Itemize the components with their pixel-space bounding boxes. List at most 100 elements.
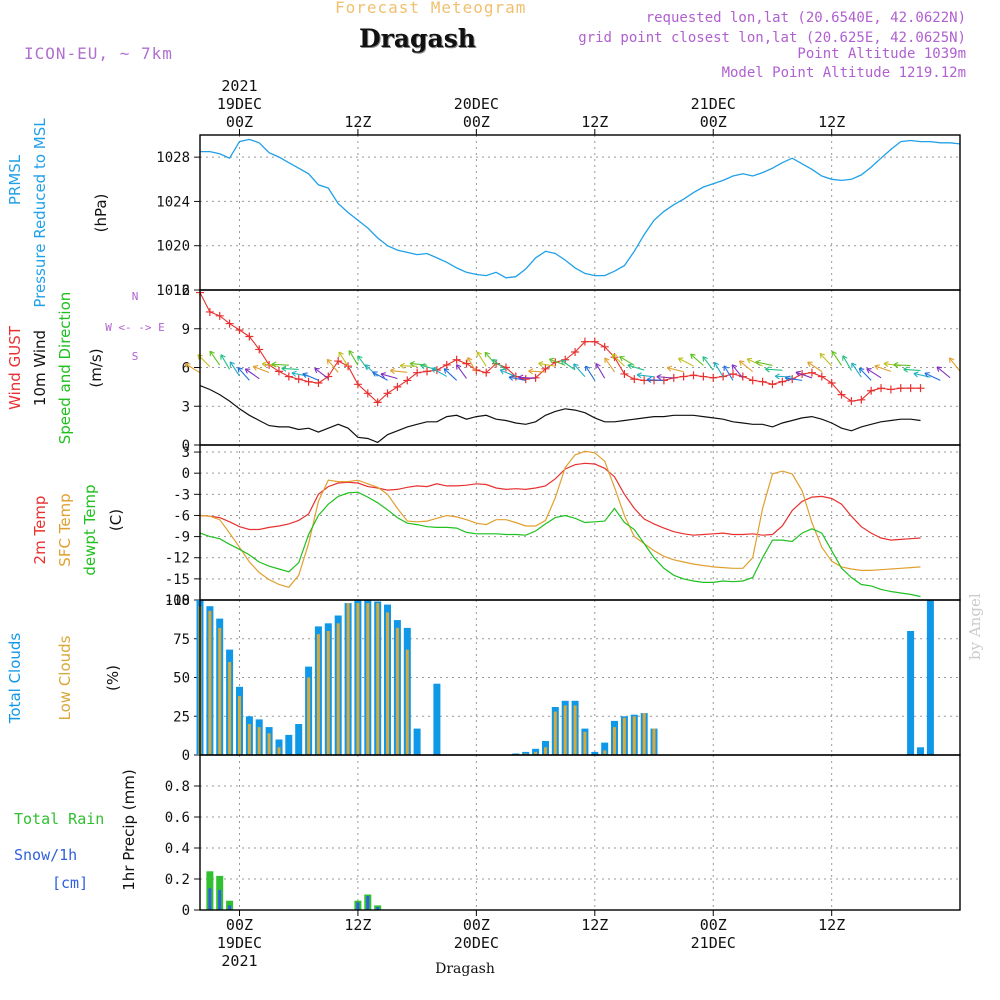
panel-frame-precip xyxy=(199,754,961,911)
wind-arrow xyxy=(949,357,961,372)
gust-marker xyxy=(225,319,234,328)
wind-arrow-head xyxy=(281,365,287,372)
time-label-top: 00Z xyxy=(700,113,727,131)
time-label-top: 21DEC xyxy=(691,95,736,113)
wind-arrow-head xyxy=(357,355,363,361)
bar-snow-1h xyxy=(376,906,380,910)
wind-arrow xyxy=(690,353,704,366)
wind-arrow xyxy=(866,368,882,379)
y-tick-label: 0 xyxy=(182,903,190,919)
gust-marker xyxy=(857,395,866,404)
wind-arrow-head xyxy=(364,364,371,370)
gust-marker xyxy=(304,377,313,386)
side-label-low-clouds: Low Clouds xyxy=(56,635,74,720)
wind-arrow-head xyxy=(560,359,567,365)
gust-marker xyxy=(600,342,609,351)
gust-marker xyxy=(403,376,412,385)
bar-low-clouds xyxy=(277,747,281,756)
bar-low-clouds xyxy=(326,631,330,755)
wind-arrow xyxy=(604,357,615,373)
y-tick-label: 3 xyxy=(182,445,190,461)
wind-arrow xyxy=(936,366,951,379)
panel-frame-pressure xyxy=(199,134,961,291)
gust-marker xyxy=(738,372,747,381)
gust-marker xyxy=(778,377,787,386)
wind-arrow xyxy=(585,365,596,381)
gust-marker xyxy=(294,375,303,384)
gust-marker xyxy=(215,311,224,320)
wind-arrow-head xyxy=(913,371,919,378)
wind-arrow-head xyxy=(690,353,696,360)
wind-arrow xyxy=(831,351,843,366)
wind-arrow-head xyxy=(746,357,753,364)
model-altitude: Model Point Altitude 1219.12m xyxy=(721,65,966,81)
time-label-bottom: 00Z xyxy=(226,916,253,934)
bar-low-clouds xyxy=(553,711,557,755)
gust-marker xyxy=(205,307,214,316)
wind-arrow xyxy=(244,368,260,380)
gust-marker xyxy=(482,368,491,377)
time-label-bottom: 20DEC xyxy=(454,934,499,952)
y-axis-label-precip: 1hr Precip (mm) xyxy=(120,769,138,890)
wind-arrow-head xyxy=(291,370,297,377)
gust-marker xyxy=(274,367,283,376)
series-line-wind-gust xyxy=(199,292,921,404)
bar-low-clouds xyxy=(603,750,607,755)
wind-arrow xyxy=(400,365,418,367)
wind-arrow-head xyxy=(646,376,652,383)
wind-arrow xyxy=(739,360,754,373)
time-label-top: 12Z xyxy=(344,113,371,131)
wind-arrow-head xyxy=(338,351,344,358)
side-label-wind-gust: Wind GUST xyxy=(6,325,24,410)
bar-total-clouds xyxy=(907,631,915,755)
wind-arrow-head xyxy=(595,363,601,369)
bar-low-clouds xyxy=(247,724,251,755)
y-axis-label-pressure: (hPa) xyxy=(92,194,110,233)
bar-snow-1h xyxy=(366,896,370,910)
wind-arrow-head xyxy=(508,374,514,381)
side-label-total-rain: Total Rain xyxy=(14,810,104,828)
wind-arrow xyxy=(253,365,270,374)
wind-arrow xyxy=(456,364,467,379)
wind-arrow-head xyxy=(420,363,426,370)
series-line-2m-temp xyxy=(199,462,921,541)
wind-arrow-head xyxy=(380,372,386,378)
wind-arrow xyxy=(765,368,783,371)
wind-arrow-head xyxy=(755,359,761,366)
gust-marker xyxy=(709,373,718,382)
time-label-top: 20DEC xyxy=(454,95,499,113)
wind-arrow xyxy=(637,374,655,378)
wind-arrow-head xyxy=(866,368,872,374)
gust-marker xyxy=(877,384,886,393)
wind-arrow-head xyxy=(874,364,880,371)
wind-arrow-head xyxy=(573,363,579,369)
top-title: Forecast Meteogram xyxy=(335,0,527,17)
bar-low-clouds xyxy=(346,603,350,755)
wind-arrow xyxy=(903,368,921,372)
gust-marker xyxy=(235,326,244,335)
wind-arrow xyxy=(595,363,606,379)
wind-arrow-head xyxy=(244,368,251,374)
gust-marker xyxy=(521,375,530,384)
y-axis-label-clouds: (%) xyxy=(104,665,122,691)
side-label-snow-unit: [cm] xyxy=(52,874,88,892)
wind-arrow-head xyxy=(184,363,191,369)
wind-arrow-head xyxy=(903,366,909,373)
model-label: ICON-EU, ~ 7km xyxy=(24,44,173,63)
time-label-bottom: 21DEC xyxy=(691,934,736,952)
side-label-total-clouds: Total Clouds xyxy=(6,633,24,725)
gust-marker xyxy=(472,366,481,375)
compass-west-east: W <- -> E xyxy=(105,321,165,334)
series-line-sfc-temp xyxy=(199,450,921,588)
time-label-bottom: 2021 xyxy=(221,952,257,970)
wind-arrow xyxy=(611,353,625,367)
time-label-top: 12Z xyxy=(581,113,608,131)
gust-marker xyxy=(571,348,580,356)
bar-low-clouds xyxy=(395,627,399,755)
y-tick-label: 0.8 xyxy=(165,779,190,795)
y-tick-label: 25 xyxy=(173,709,190,725)
y-tick-label: 100 xyxy=(165,593,190,609)
wind-arrow xyxy=(627,364,645,371)
y-tick-label: 50 xyxy=(173,671,190,687)
wind-arrow xyxy=(746,358,763,367)
